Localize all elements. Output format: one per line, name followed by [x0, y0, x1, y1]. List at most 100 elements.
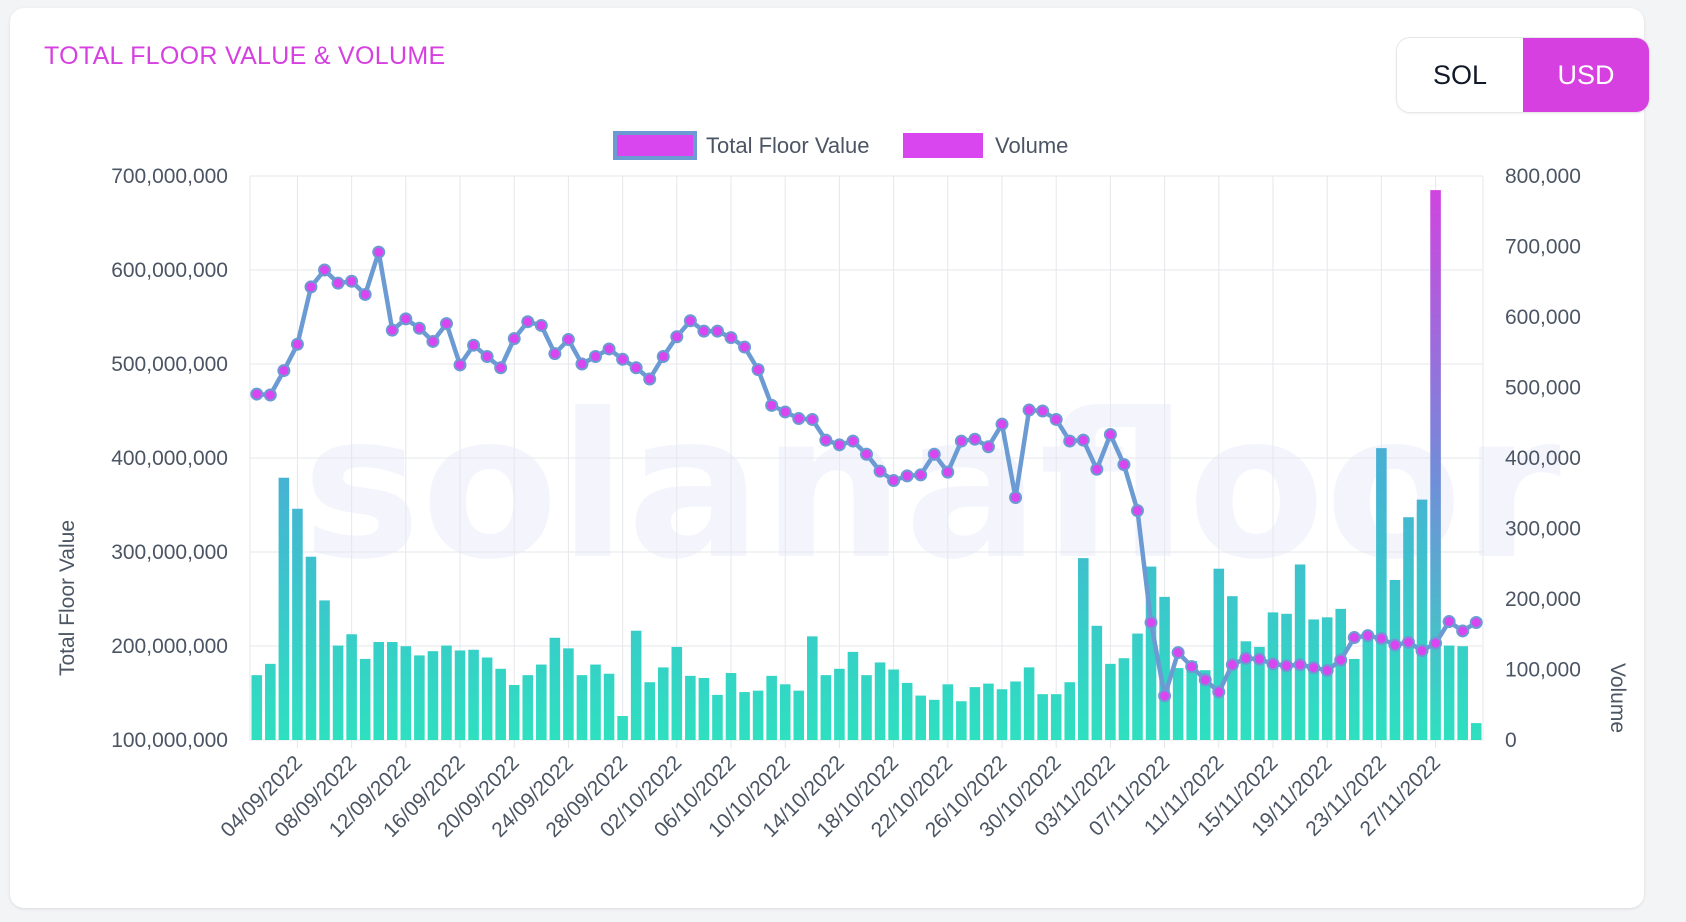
volume-bar: [1186, 661, 1197, 740]
volume-bar: [969, 687, 981, 740]
floor-value-point: [534, 318, 548, 332]
sol-button[interactable]: SOL: [1397, 38, 1523, 112]
floor-value-point: [629, 361, 643, 375]
floor-value-point: [548, 347, 562, 361]
floor-value-point: [521, 315, 535, 329]
watermark: solanafloor: [302, 371, 1561, 604]
volume-bar: [983, 683, 994, 740]
y-right-tick-label: 800,000: [1505, 165, 1581, 188]
volume-bar: [400, 646, 412, 740]
floor-value-point: [860, 447, 873, 461]
floor-value-point: [846, 434, 860, 448]
volume-bar: [1321, 617, 1333, 740]
volume-bar: [1294, 564, 1306, 740]
currency-toggle[interactable]: SOL USD: [1396, 37, 1650, 113]
floor-value-point: [927, 447, 941, 461]
floor-value-point: [1266, 657, 1280, 671]
floor-value-point: [1293, 658, 1307, 672]
floor-value-point: [263, 388, 277, 402]
floor-value-point: [1347, 631, 1361, 645]
floor-value-point: [1280, 659, 1294, 673]
volume-bar: [563, 648, 574, 740]
floor-value-point: [1456, 624, 1470, 638]
volume-bar: [1050, 694, 1062, 740]
floor-value-point: [697, 324, 711, 338]
floor-value-point: [1158, 689, 1172, 703]
legend-label-floor-value: Total Floor Value: [706, 133, 869, 158]
floor-value-point: [1388, 638, 1402, 652]
volume-bar: [508, 685, 520, 740]
volume-bar: [332, 645, 344, 740]
volume-bar: [1308, 619, 1319, 740]
floor-value-point: [1076, 433, 1090, 447]
floor-value-point: [385, 323, 399, 337]
floor-value-point: [995, 417, 1009, 431]
volume-bar: [292, 508, 303, 740]
floor-value-point: [1171, 646, 1185, 660]
floor-value-point: [1374, 631, 1388, 645]
floor-value-point: [494, 361, 508, 375]
volume-bar: [1132, 633, 1143, 740]
y-right-tick-label: 600,000: [1505, 306, 1581, 329]
volume-bar: [468, 649, 479, 740]
volume-bar: [1281, 613, 1292, 740]
floor-value-point: [1225, 658, 1239, 672]
volume-bar: [1213, 568, 1225, 740]
volume-bar: [630, 630, 642, 740]
floor-value-point: [1049, 412, 1063, 426]
floor-value-line: [250, 245, 1483, 703]
floor-value-point: [954, 434, 968, 448]
volume-bar: [319, 600, 330, 740]
volume-bar: [915, 695, 926, 740]
y-left-tick-label: 700,000,000: [111, 165, 228, 188]
volume-bar: [414, 655, 425, 740]
floor-value-point: [683, 314, 697, 328]
volume-bar: [386, 642, 398, 740]
volume-bar: [712, 694, 723, 740]
floor-value-point: [589, 349, 603, 363]
volume-bar: [834, 668, 845, 740]
floor-value-point: [426, 334, 440, 348]
volume-bar: [278, 477, 290, 740]
floor-value-point: [1198, 673, 1212, 687]
y-right-tick-label: 500,000: [1505, 377, 1581, 400]
volume-bar: [766, 675, 777, 740]
volume-bar: [495, 668, 506, 740]
floor-value-point: [453, 358, 467, 372]
volume-bar: [373, 642, 385, 740]
volume-bar: [1416, 499, 1428, 740]
volume-bar: [1470, 723, 1482, 740]
volume-bar: [251, 675, 263, 740]
y-left-tick-label: 500,000,000: [111, 353, 228, 376]
volume-bar: [1023, 667, 1035, 740]
volume-bar: [739, 692, 750, 740]
y-right-axis-title: Volume: [1606, 663, 1629, 733]
legend[interactable]: Total Floor Value Volume: [613, 131, 1068, 160]
floor-value-point: [331, 276, 345, 290]
floor-value-point: [345, 274, 359, 288]
floor-value-point: [1036, 404, 1050, 418]
floor-value-point: [480, 349, 494, 363]
volume-bar: [671, 646, 683, 740]
floor-value-point: [602, 342, 616, 356]
floor-value-point: [805, 412, 819, 426]
usd-button[interactable]: USD: [1523, 38, 1649, 112]
volume-bar: [1267, 612, 1279, 740]
floor-value-point: [358, 287, 372, 301]
floor-value-point: [724, 331, 738, 345]
legend-swatch-volume: [903, 133, 983, 158]
volume-bar: [522, 675, 534, 740]
floor-value-point: [819, 433, 833, 447]
floor-value-point: [616, 352, 630, 366]
y-right-tick-label: 0: [1505, 729, 1517, 752]
volume-bar: [590, 664, 601, 740]
floor-value-point: [900, 469, 914, 483]
volume-bar: [536, 664, 547, 740]
floor-value-point: [981, 440, 995, 454]
floor-value-point: [765, 398, 779, 412]
floor-value-point: [290, 337, 304, 351]
floor-value-point: [1185, 660, 1199, 674]
volume-bar: [996, 689, 1008, 740]
floor-value-point: [1022, 403, 1036, 417]
volume-bar: [1403, 517, 1414, 740]
